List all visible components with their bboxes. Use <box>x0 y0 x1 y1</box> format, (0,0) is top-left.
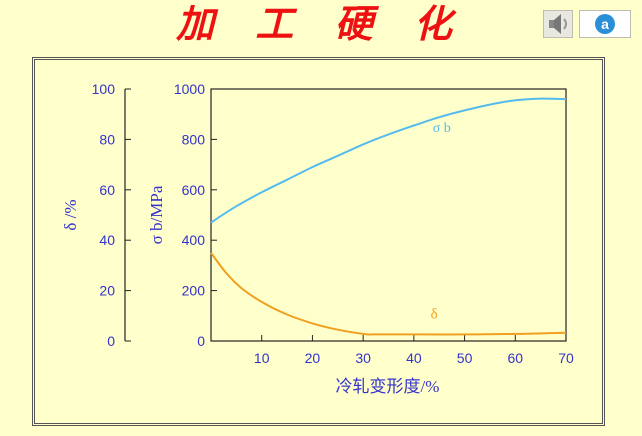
delta-tick-label: 20 <box>99 283 115 299</box>
x-tick-label: 50 <box>457 350 473 366</box>
delta-tick-label: 0 <box>107 333 115 349</box>
sigma-tick-label: 1000 <box>174 81 205 97</box>
x-tick-label: 30 <box>355 350 371 366</box>
plot-area <box>210 88 567 342</box>
logo-button[interactable]: a <box>579 10 631 38</box>
delta-series-line <box>210 252 567 336</box>
sigma-tick-label: 800 <box>182 131 206 147</box>
sigma-tick-label: 200 <box>182 283 206 299</box>
x-tick-label: 70 <box>558 350 574 366</box>
delta-series-label: δ <box>431 306 438 322</box>
sigma-series-label: σ b <box>433 121 451 136</box>
x-tick-label: 10 <box>254 350 270 366</box>
sigma-tick-label: 400 <box>182 232 206 248</box>
x-tick-label: 20 <box>305 350 321 366</box>
delta-tick-label: 40 <box>99 232 115 248</box>
sigma-tick-label: 600 <box>182 182 206 198</box>
sigma-tick-label: 0 <box>197 333 205 349</box>
page-title: 加 工 硬 化 <box>176 1 466 46</box>
speaker-icon <box>549 14 567 34</box>
sigma-axis-title: σ b/MPa <box>147 185 166 244</box>
x-axis-title: 冷轧变形度/% <box>336 377 440 396</box>
delta-tick-label: 80 <box>99 131 115 147</box>
logo-letter: a <box>601 16 609 32</box>
delta-axis-title: δ /% <box>61 199 80 230</box>
delta-tick-label: 100 <box>92 81 116 97</box>
logo-a-icon: a <box>595 14 615 34</box>
delta-tick-label: 60 <box>99 182 115 198</box>
sigma-series-line <box>210 97 567 224</box>
audio-button[interactable] <box>543 10 573 38</box>
chart-frame <box>32 57 605 426</box>
x-tick-label: 40 <box>406 350 422 366</box>
x-tick-label: 60 <box>507 350 523 366</box>
